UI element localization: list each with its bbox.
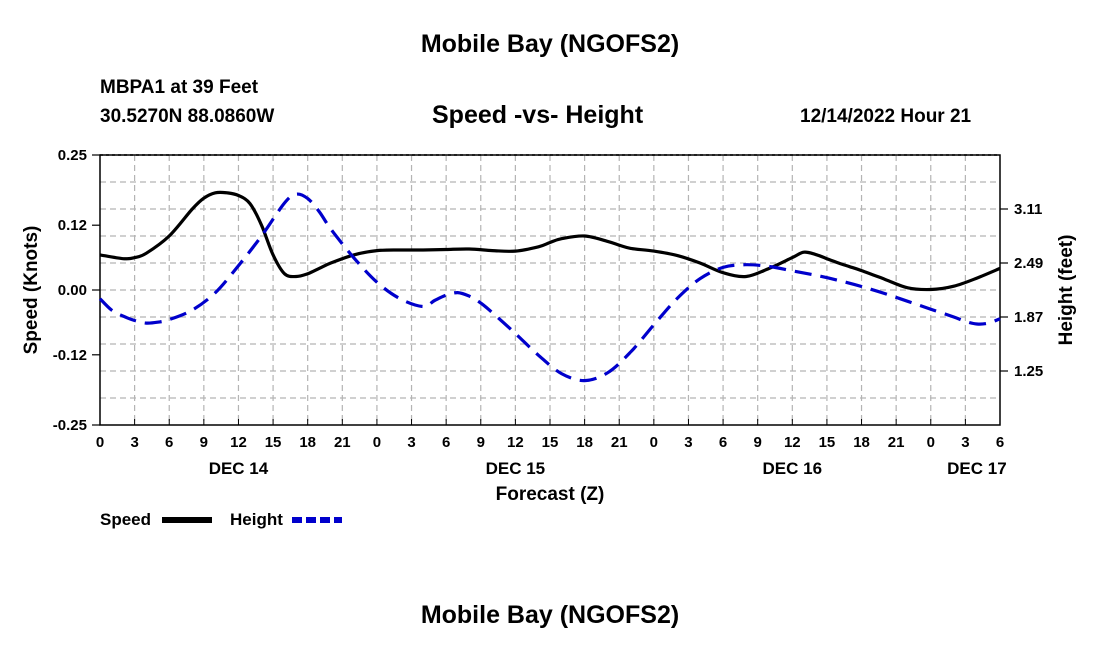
x-tick-label: 9 [477,434,485,451]
station-name: MBPA1 at 39 Feet [100,77,259,98]
speed-height-chart: 0 3 6 9 12 15 18 21 0 3 6 9 12 15 18 21 0 3 6 9 12 15 18 21 0 3 6 -… [21,147,1077,529]
y-left-tick-label: -0.12 [53,347,87,364]
station-coords: 30.5270N 88.0860W [100,106,275,127]
x-tick-label: 15 [265,434,282,451]
x-tick-label: 12 [230,434,247,451]
x-tick-label: 6 [719,434,727,451]
main-title: Mobile Bay (NGOFS2) [420,30,680,58]
y-axis-right-title: Height (feet) [1056,235,1077,346]
x-tick-label: 6 [442,434,450,451]
y-right-tick-label: 3.11 [1014,201,1042,218]
x-tick-label: 3 [407,434,415,451]
x-tick-label: 21 [611,434,628,451]
legend-speed-label: Speed [100,510,151,529]
x-tick-label: 6 [996,434,1004,451]
axis-labels: 0 3 6 9 12 15 18 21 0 3 6 9 12 15 18 21 0 3 6 9 12 15 18 21 0 3 6 -… [53,147,1043,478]
chart-subtitle: Speed -vs- Height [432,101,644,129]
y-left-tick-label: 0.00 [58,282,87,299]
x-tick-label: 21 [888,434,905,451]
date-label: DEC 14 [209,459,269,478]
y-left-tick-label: 0.25 [58,147,87,164]
y-left-tick-label: 0.12 [58,217,87,234]
x-tick-label: 12 [507,434,524,451]
x-tick-label: 18 [576,434,593,451]
x-tick-label: 9 [754,434,762,451]
series-lines [98,190,1001,383]
x-tick-label: 18 [853,434,870,451]
x-tick-label: 3 [961,434,969,451]
x-tick-label: 18 [299,434,316,451]
date-label: DEC 16 [763,459,823,478]
run-time: 12/14/2022 Hour 21 [800,106,972,127]
tick-marks [92,154,1008,426]
grid-lines [100,155,1000,425]
footer-title: Mobile Bay (NGOFS2) [420,601,680,629]
x-tick-label: 0 [650,434,658,451]
x-tick-label: 15 [819,434,836,451]
y-axis-left-title: Speed (Knots) [21,226,42,355]
x-tick-label: 0 [927,434,935,451]
legend-height-label: Height [230,510,283,529]
y-right-tick-label: 1.25 [1014,363,1043,380]
x-tick-label: 0 [96,434,104,451]
y-left-tick-label: -0.25 [53,417,87,434]
x-tick-label: 6 [165,434,173,451]
x-tick-label: 12 [784,434,801,451]
x-tick-label: 15 [542,434,559,451]
x-tick-label: 21 [334,434,351,451]
series-line-height [98,192,1001,383]
y-right-tick-label: 1.87 [1014,309,1043,326]
x-tick-label: 3 [130,434,138,451]
date-label: DEC 17 [947,459,1007,478]
x-axis-title: Forecast (Z) [496,484,605,505]
series-line-speed [99,190,1001,292]
x-tick-label: 3 [684,434,692,451]
x-tick-label: 9 [200,434,208,451]
y-right-tick-label: 2.49 [1014,255,1043,272]
date-label: DEC 15 [486,459,546,478]
x-tick-label: 0 [373,434,381,451]
legend: Speed Height [100,510,342,529]
